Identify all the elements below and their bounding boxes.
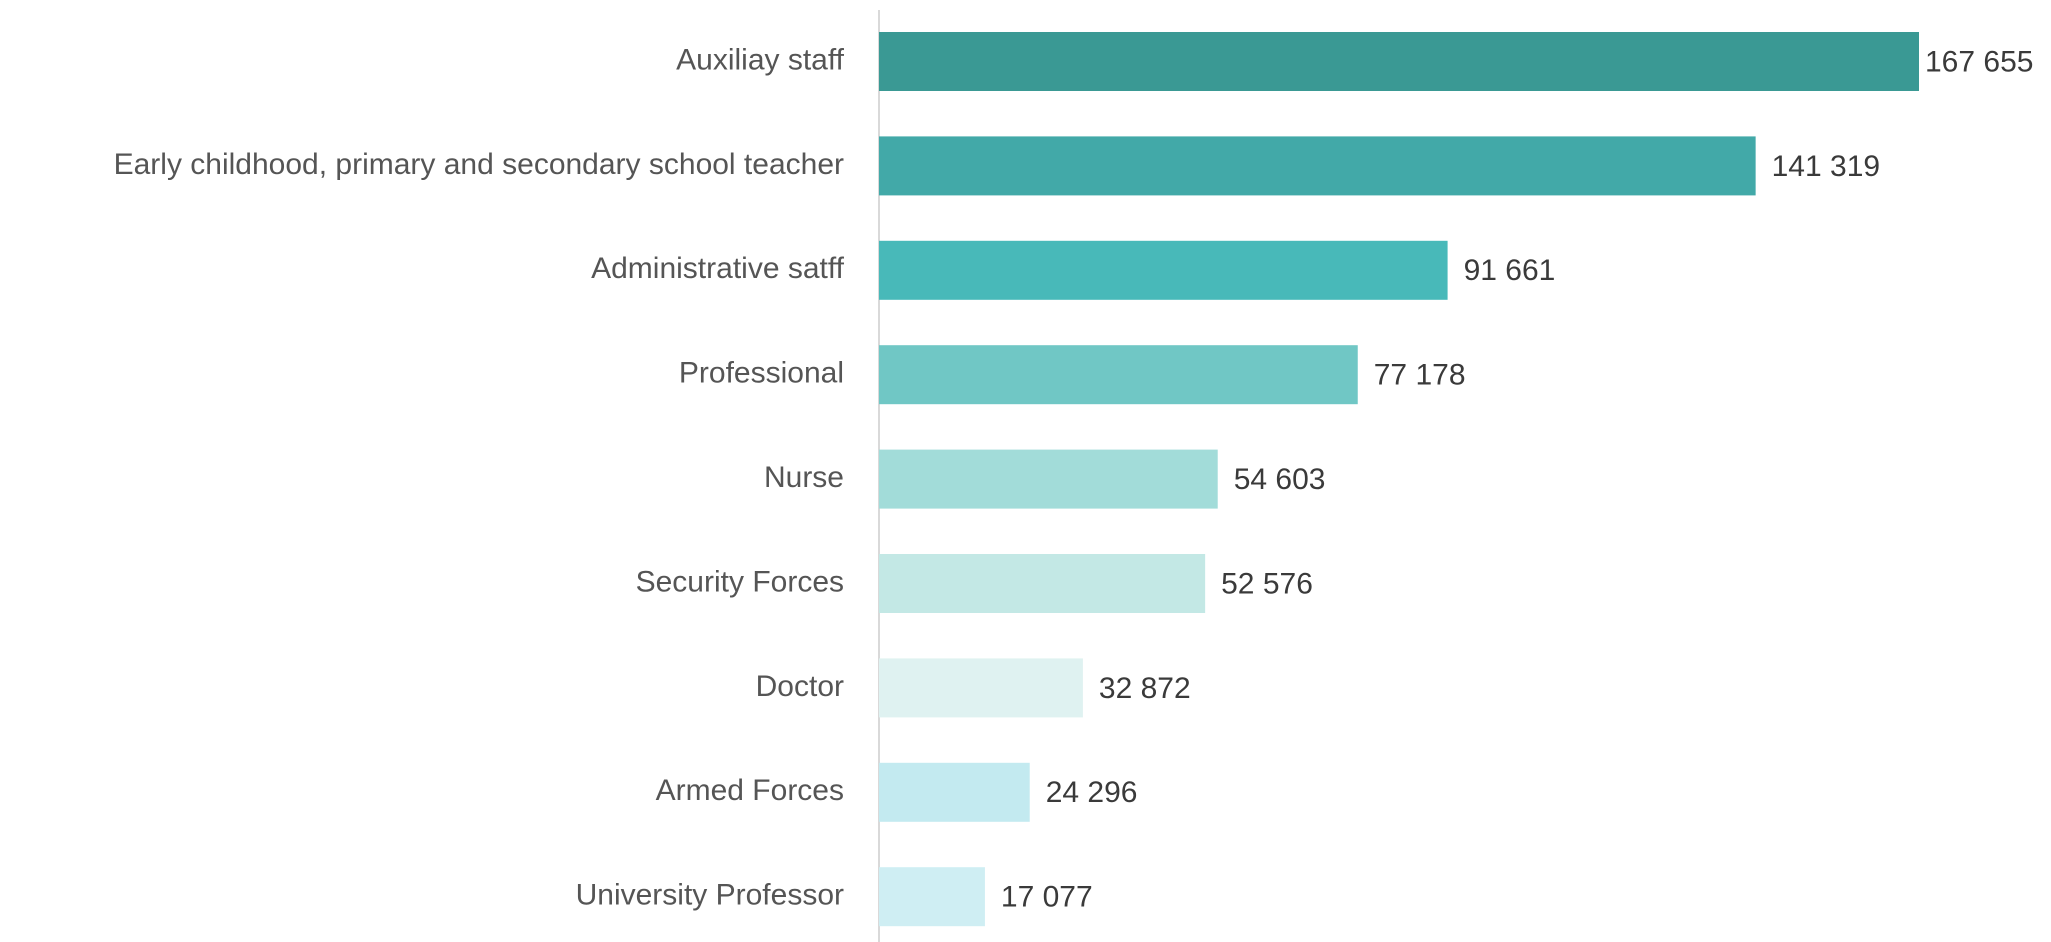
category-label: Armed Forces xyxy=(656,774,844,807)
value-label: 77 178 xyxy=(1374,359,1466,392)
value-label: 32 872 xyxy=(1099,672,1191,705)
bar xyxy=(879,449,1218,509)
bar xyxy=(879,867,985,927)
bar xyxy=(879,554,1206,613)
category-label: Auxiliay staff xyxy=(676,43,845,76)
category-label: Early childhood, primary and secondary s… xyxy=(114,148,844,181)
bar xyxy=(879,240,1448,300)
category-label: Administrative satff xyxy=(591,252,845,285)
bar xyxy=(879,345,1358,405)
category-label: Professional xyxy=(679,357,844,390)
value-label: 17 077 xyxy=(1001,881,1093,914)
bar xyxy=(879,136,1756,196)
bar xyxy=(879,762,1030,822)
category-label: Security Forces xyxy=(636,565,844,598)
value-label: 91 661 xyxy=(1464,254,1556,287)
category-label: Doctor xyxy=(756,670,844,703)
category-label: University Professor xyxy=(576,879,844,912)
value-label: 54 603 xyxy=(1234,463,1326,496)
value-label: 141 319 xyxy=(1772,150,1880,183)
value-label: 24 296 xyxy=(1046,776,1138,809)
category-label: Nurse xyxy=(764,461,844,494)
bar xyxy=(879,32,1919,91)
bar xyxy=(879,658,1083,718)
value-label: 167 655 xyxy=(1925,45,2033,78)
value-label: 52 576 xyxy=(1221,567,1313,600)
